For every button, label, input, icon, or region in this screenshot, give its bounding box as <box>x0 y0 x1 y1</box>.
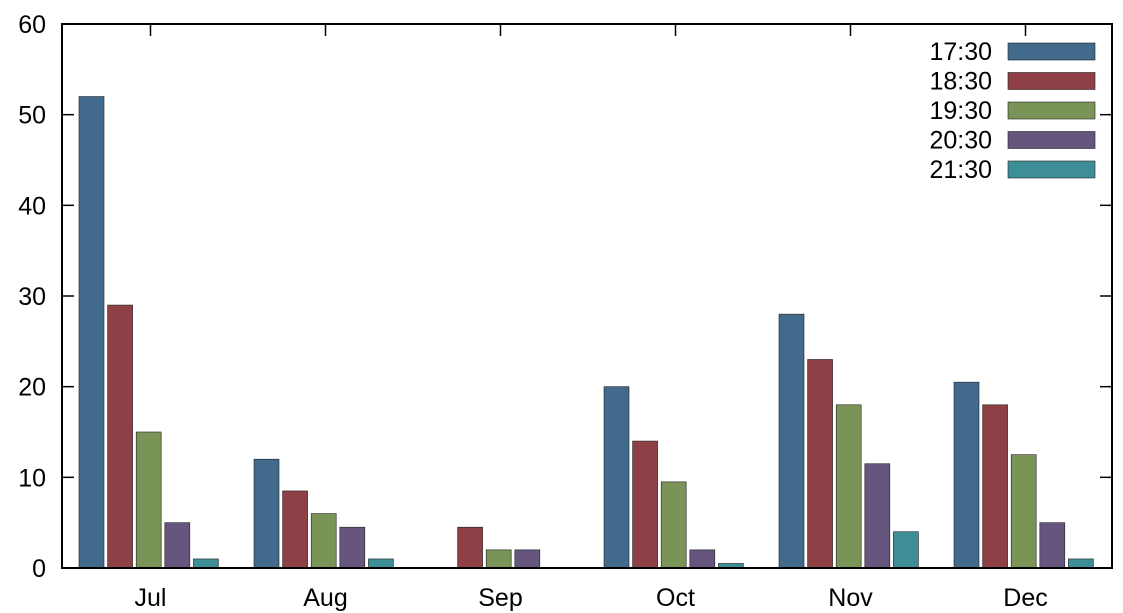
y-axis: 0 10 20 30 40 50 60 <box>18 11 1112 583</box>
bar-dec-1930 <box>1010 454 1037 569</box>
bar-oct-2030 <box>689 549 716 569</box>
x-tick-label: Jul <box>135 584 167 612</box>
y-tick-label: 40 <box>18 192 46 220</box>
bar-nov-2030 <box>864 463 891 569</box>
bar-nov-1930 <box>835 404 862 569</box>
legend-swatch <box>1007 101 1096 120</box>
bar-nov-1730 <box>778 313 805 569</box>
x-tick-label: Dec <box>1003 584 1047 612</box>
y-tick-label: 10 <box>18 464 46 492</box>
legend-label: 18:30 <box>929 68 992 96</box>
bar-aug-2130 <box>368 558 394 569</box>
y-tick-label: 30 <box>18 283 46 311</box>
bar-nov-1830 <box>807 359 833 569</box>
bar-aug-2030 <box>339 526 366 569</box>
bar-oct-1730 <box>603 386 630 569</box>
x-tick-label: Nov <box>828 584 873 612</box>
bar-dec-1830 <box>982 404 1008 569</box>
bar-aug-1730 <box>253 458 280 569</box>
legend-label: 17:30 <box>929 38 992 66</box>
legend-swatch <box>1007 131 1096 149</box>
bar-jul-1830 <box>107 304 133 569</box>
bar-aug-1830 <box>282 490 308 569</box>
legend-swatch <box>1007 42 1096 61</box>
legend-label: 21:30 <box>929 156 992 184</box>
bar-sep-1930 <box>485 549 512 569</box>
bar-jul-2130 <box>193 558 219 569</box>
bar-jul-2030 <box>164 522 191 569</box>
y-tick-label: 20 <box>18 374 46 402</box>
legend-label: 20:30 <box>929 127 992 155</box>
bar-aug-1930 <box>310 513 337 569</box>
bar-dec-2030 <box>1039 522 1066 569</box>
legend-label: 19:30 <box>929 97 992 125</box>
bar-sep-1830 <box>457 526 483 569</box>
bar-oct-1830 <box>632 440 658 569</box>
bar-jul-1930 <box>135 431 162 569</box>
bar-dec-1730 <box>953 381 980 569</box>
x-tick-label: Oct <box>656 584 695 612</box>
bar-jul-1730 <box>78 96 105 569</box>
legend-swatch <box>1007 72 1096 90</box>
bar-marks <box>78 96 1094 569</box>
bar-sep-2030 <box>514 549 541 569</box>
plot-frame <box>61 23 1113 569</box>
legend-swatch <box>1007 160 1096 179</box>
y-tick-label: 50 <box>18 102 46 130</box>
bar-nov-2130 <box>893 531 919 569</box>
y-tick-label: 60 <box>18 11 46 39</box>
x-tick-label: Aug <box>303 584 347 612</box>
bar-dec-2130 <box>1068 558 1094 569</box>
y-tick-label: 0 <box>32 555 46 583</box>
bar-oct-1930 <box>660 481 687 569</box>
x-tick-label: Sep <box>478 584 522 612</box>
